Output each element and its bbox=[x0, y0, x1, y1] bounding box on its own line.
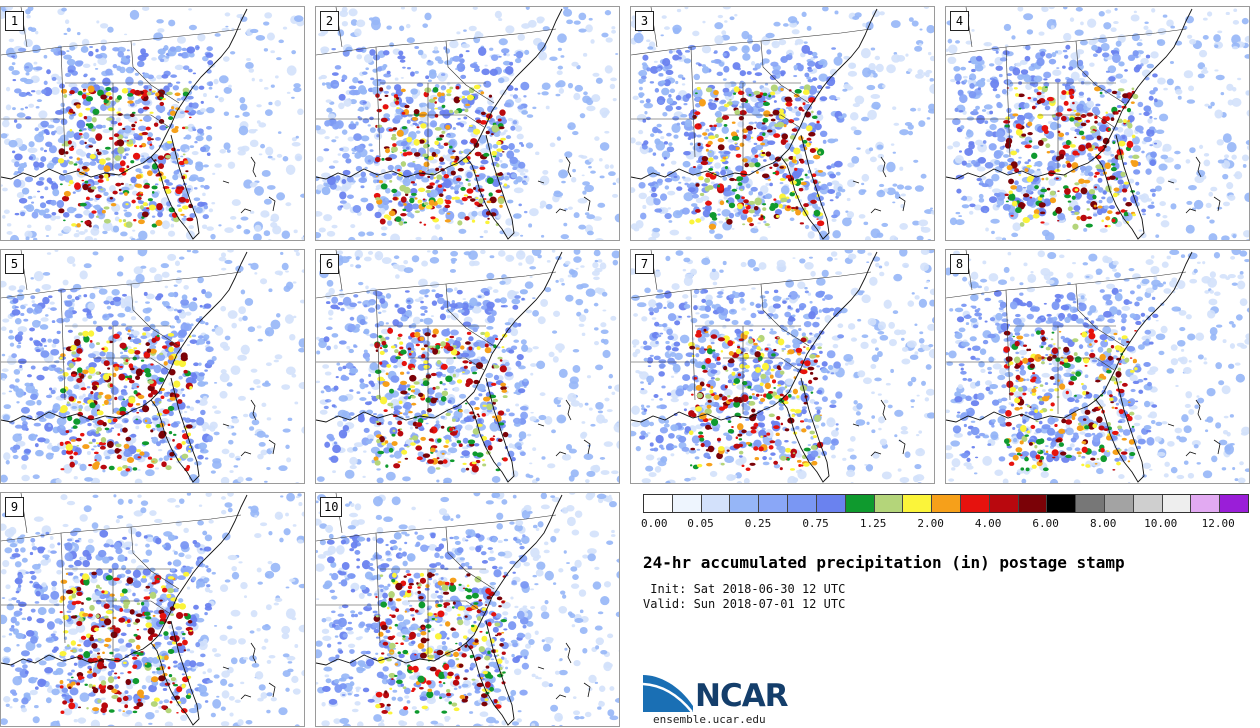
precip-map bbox=[946, 7, 1250, 241]
ensemble-member-panel: 4 bbox=[945, 6, 1250, 241]
precip-map bbox=[1, 493, 305, 727]
ensemble-member-panel: 7 bbox=[630, 249, 935, 484]
ensemble-member-panel: 3 bbox=[630, 6, 935, 241]
colorbar-cell bbox=[846, 495, 875, 512]
precip-map bbox=[631, 250, 935, 484]
ensemble-member-panel: 5 bbox=[0, 249, 305, 484]
colorbar-cell bbox=[730, 495, 759, 512]
colorbar-cell bbox=[644, 495, 673, 512]
init-time: Init: Sat 2018-06-30 12 UTC bbox=[643, 582, 845, 597]
colorbar-cell bbox=[1076, 495, 1105, 512]
ensemble-member-panel: 1 bbox=[0, 6, 305, 241]
colorbar-cell bbox=[1163, 495, 1192, 512]
precip-map bbox=[316, 250, 620, 484]
colorbar-tick-label: 0.75 bbox=[802, 517, 829, 530]
colorbar-tick-label: 10.00 bbox=[1144, 517, 1177, 530]
ensemble-member-panel: 8 bbox=[945, 249, 1250, 484]
member-number-label: 2 bbox=[320, 11, 339, 31]
ncar-logo-swoosh bbox=[643, 672, 695, 714]
logo-url: ensemble.ucar.edu bbox=[653, 713, 766, 726]
ncar-logo: NCAR ensemble.ucar.edu bbox=[643, 672, 695, 718]
member-number-label: 3 bbox=[635, 11, 654, 31]
colorbar-cell bbox=[1019, 495, 1048, 512]
member-number-label: 9 bbox=[5, 497, 24, 517]
precip-map bbox=[316, 7, 620, 241]
colorbar-cell bbox=[1220, 495, 1248, 512]
colorbar-cell bbox=[875, 495, 904, 512]
colorbar-cell bbox=[788, 495, 817, 512]
member-number-label: 4 bbox=[950, 11, 969, 31]
colorbar-tick-label: 0.25 bbox=[745, 517, 772, 530]
colorbar-tick-label: 0.05 bbox=[687, 517, 714, 530]
colorbar-cell bbox=[932, 495, 961, 512]
colorbar-cell bbox=[961, 495, 990, 512]
colorbar-cell bbox=[990, 495, 1019, 512]
member-number-label: 6 bbox=[320, 254, 339, 274]
ensemble-member-panel: 9 bbox=[0, 492, 305, 727]
colorbar-cell bbox=[903, 495, 932, 512]
colorbar-tick-labels: 0.00 0.05 0.25 0.75 1.25 2.00 4.00 6.00 8.00 10.0… bbox=[643, 517, 1247, 533]
ensemble-member-panel: 6 bbox=[315, 249, 620, 484]
colorbar-cell bbox=[1047, 495, 1076, 512]
ensemble-member-panel: 10 bbox=[315, 492, 620, 727]
map-title: 24-hr accumulated precipitation (in) pos… bbox=[643, 553, 1125, 572]
colorbar-cell bbox=[1105, 495, 1134, 512]
member-number-label: 1 bbox=[5, 11, 24, 31]
colorbar-cells bbox=[643, 494, 1249, 513]
colorbar-cell bbox=[673, 495, 702, 512]
precip-map bbox=[1, 250, 305, 484]
init-valid-times: Init: Sat 2018-06-30 12 UTC Valid: Sun 2… bbox=[643, 582, 845, 612]
colorbar-cell bbox=[759, 495, 788, 512]
colorbar-tick-label: 8.00 bbox=[1090, 517, 1117, 530]
colorbar-cell bbox=[1191, 495, 1220, 512]
precip-map bbox=[946, 250, 1250, 484]
ncar-logo-word: NCAR bbox=[695, 678, 788, 714]
colorbar-cell bbox=[1134, 495, 1163, 512]
valid-time: Valid: Sun 2018-07-01 12 UTC bbox=[643, 597, 845, 612]
precip-map bbox=[316, 493, 620, 727]
colorbar-tick-label: 1.25 bbox=[860, 517, 887, 530]
precipitation-colorbar: 0.00 0.05 0.25 0.75 1.25 2.00 4.00 6.00 8.00 10.0… bbox=[643, 494, 1249, 533]
precip-map bbox=[631, 7, 935, 241]
colorbar-cell bbox=[702, 495, 731, 512]
member-number-label: 8 bbox=[950, 254, 969, 274]
colorbar-tick-label: 2.00 bbox=[917, 517, 944, 530]
member-number-label: 7 bbox=[635, 254, 654, 274]
colorbar-tick-label: 12.00 bbox=[1202, 517, 1235, 530]
colorbar-cell bbox=[817, 495, 846, 512]
colorbar-tick-label: 0.00 bbox=[641, 517, 668, 530]
member-number-label: 5 bbox=[5, 254, 24, 274]
member-number-label: 10 bbox=[320, 497, 342, 517]
precip-map bbox=[1, 7, 305, 241]
ensemble-member-panel: 2 bbox=[315, 6, 620, 241]
colorbar-tick-label: 4.00 bbox=[975, 517, 1002, 530]
colorbar-tick-label: 6.00 bbox=[1032, 517, 1059, 530]
